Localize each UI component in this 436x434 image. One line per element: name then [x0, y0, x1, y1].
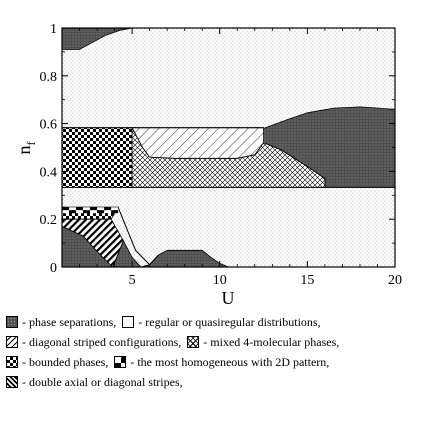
y-tick-label: 0.4	[40, 165, 58, 180]
x-tick-label: 10	[213, 273, 227, 288]
homogeneous-2d-swatch	[114, 356, 127, 368]
x-axis-label: U	[222, 288, 235, 308]
region-double-stripes-6	[62, 218, 124, 267]
legend-label: - double axial or diagonal stripes,	[22, 375, 183, 389]
y-tick-label: 1	[50, 22, 57, 37]
homogeneous-pattern-cell	[69, 207, 76, 211]
legend-label: - mixed 4-molecular phases,	[203, 335, 340, 349]
double-stripes-swatch	[6, 376, 18, 388]
homogeneous-pattern-cell	[76, 207, 83, 211]
x-tick-label: 15	[300, 273, 314, 288]
homogeneous-pattern-cell	[83, 207, 90, 211]
legend-label: - phase separations,	[22, 315, 117, 329]
legend: - phase separations, - regular or quasire…	[6, 312, 434, 392]
mixed-4-molecular-swatch	[187, 336, 200, 348]
y-tick-label: 0	[50, 261, 57, 276]
phase-diagram-chart: 5 10 15 20 0 0.2 0.4 0.6 0.8 1 U nf	[14, 22, 402, 308]
y-axis-label-subscript: f	[24, 142, 38, 146]
x-tick-label: 5	[129, 273, 136, 288]
homogeneous-pattern-cell	[111, 210, 119, 214]
legend-label: - bounded phases,	[22, 355, 109, 369]
homogeneous-pattern-cell	[111, 207, 119, 211]
homogeneous-pattern-cell	[62, 207, 69, 211]
region-diagonal-8	[131, 127, 265, 159]
region-bounded-4	[62, 127, 133, 188]
legend-row: - diagonal striped configurations, - mixe…	[6, 332, 434, 352]
homogeneous-pattern-cell	[62, 210, 69, 214]
legend-row: - phase separations, - regular or quasire…	[6, 312, 434, 332]
legend-label: - the most homogeneous with 2D pattern,	[130, 355, 330, 369]
phase-separation-swatch	[6, 316, 18, 328]
homogeneous-pattern-cell	[97, 207, 105, 211]
legend-label: - regular or quasiregular distributions,	[138, 315, 321, 329]
x-tick-label: 20	[388, 273, 402, 288]
homogeneous-pattern-cell	[76, 210, 83, 214]
homogeneous-pattern-cell	[90, 210, 97, 214]
homogeneous-pattern-cell	[104, 210, 112, 214]
y-tick-label: 0.8	[40, 70, 58, 85]
y-tick-label: 0.2	[40, 213, 58, 228]
homogeneous-pattern-cell	[69, 210, 76, 214]
homogeneous-pattern-cell	[90, 207, 97, 211]
homogeneous-pattern-cell	[83, 210, 90, 214]
homogeneous-pattern-cell	[104, 207, 112, 211]
legend-row: - double axial or diagonal stripes,	[6, 372, 434, 392]
homogeneous-pattern-cell	[97, 210, 105, 214]
bounded-phase-swatch	[6, 356, 18, 368]
diagonal-striped-swatch	[6, 336, 18, 348]
y-axis-label: nf	[14, 142, 38, 155]
legend-label: - diagonal striped configurations,	[22, 335, 182, 349]
y-tick-label: 0.6	[40, 118, 58, 133]
regular-distribution-swatch	[122, 316, 135, 328]
legend-row: - bounded phases, - the most homogeneous …	[6, 352, 434, 372]
